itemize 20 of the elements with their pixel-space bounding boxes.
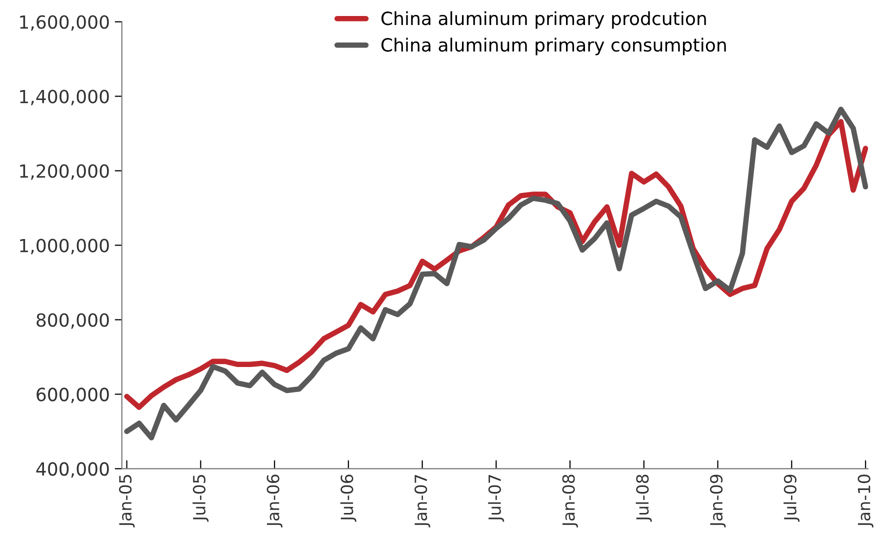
y-tick-label: 1,000,000 — [20, 238, 109, 254]
x-tick-label: Jan-08 — [562, 474, 578, 528]
x-tick-label: Jan-09 — [710, 474, 726, 528]
x-tick-label: Jul-08 — [636, 474, 652, 522]
y-tick-label: 1,600,000 — [20, 15, 109, 31]
legend-label: China aluminum primary prodcution — [381, 11, 706, 29]
y-tick-label: 400,000 — [36, 462, 109, 478]
x-tick-label: Jan-06 — [266, 474, 282, 528]
x-tick-label: Jan-05 — [119, 475, 135, 528]
y-tick-label: 600,000 — [36, 388, 109, 404]
x-tick-label: Jul-07 — [488, 474, 504, 522]
x-tick-label: Jul-05 — [192, 475, 209, 522]
y-tick-label: 1,200,000 — [20, 164, 109, 180]
x-tick-label: Jan-10 — [858, 474, 874, 528]
x-tick-label: Jul-06 — [340, 474, 356, 522]
y-tick-label: 800,000 — [36, 313, 109, 329]
x-tick-label: Jul-09 — [784, 474, 800, 522]
y-tick-label: 1,400,000 — [20, 90, 109, 106]
legend-label: China aluminum primary consumption — [381, 38, 726, 56]
x-tick-label: Jan-07 — [414, 474, 430, 528]
